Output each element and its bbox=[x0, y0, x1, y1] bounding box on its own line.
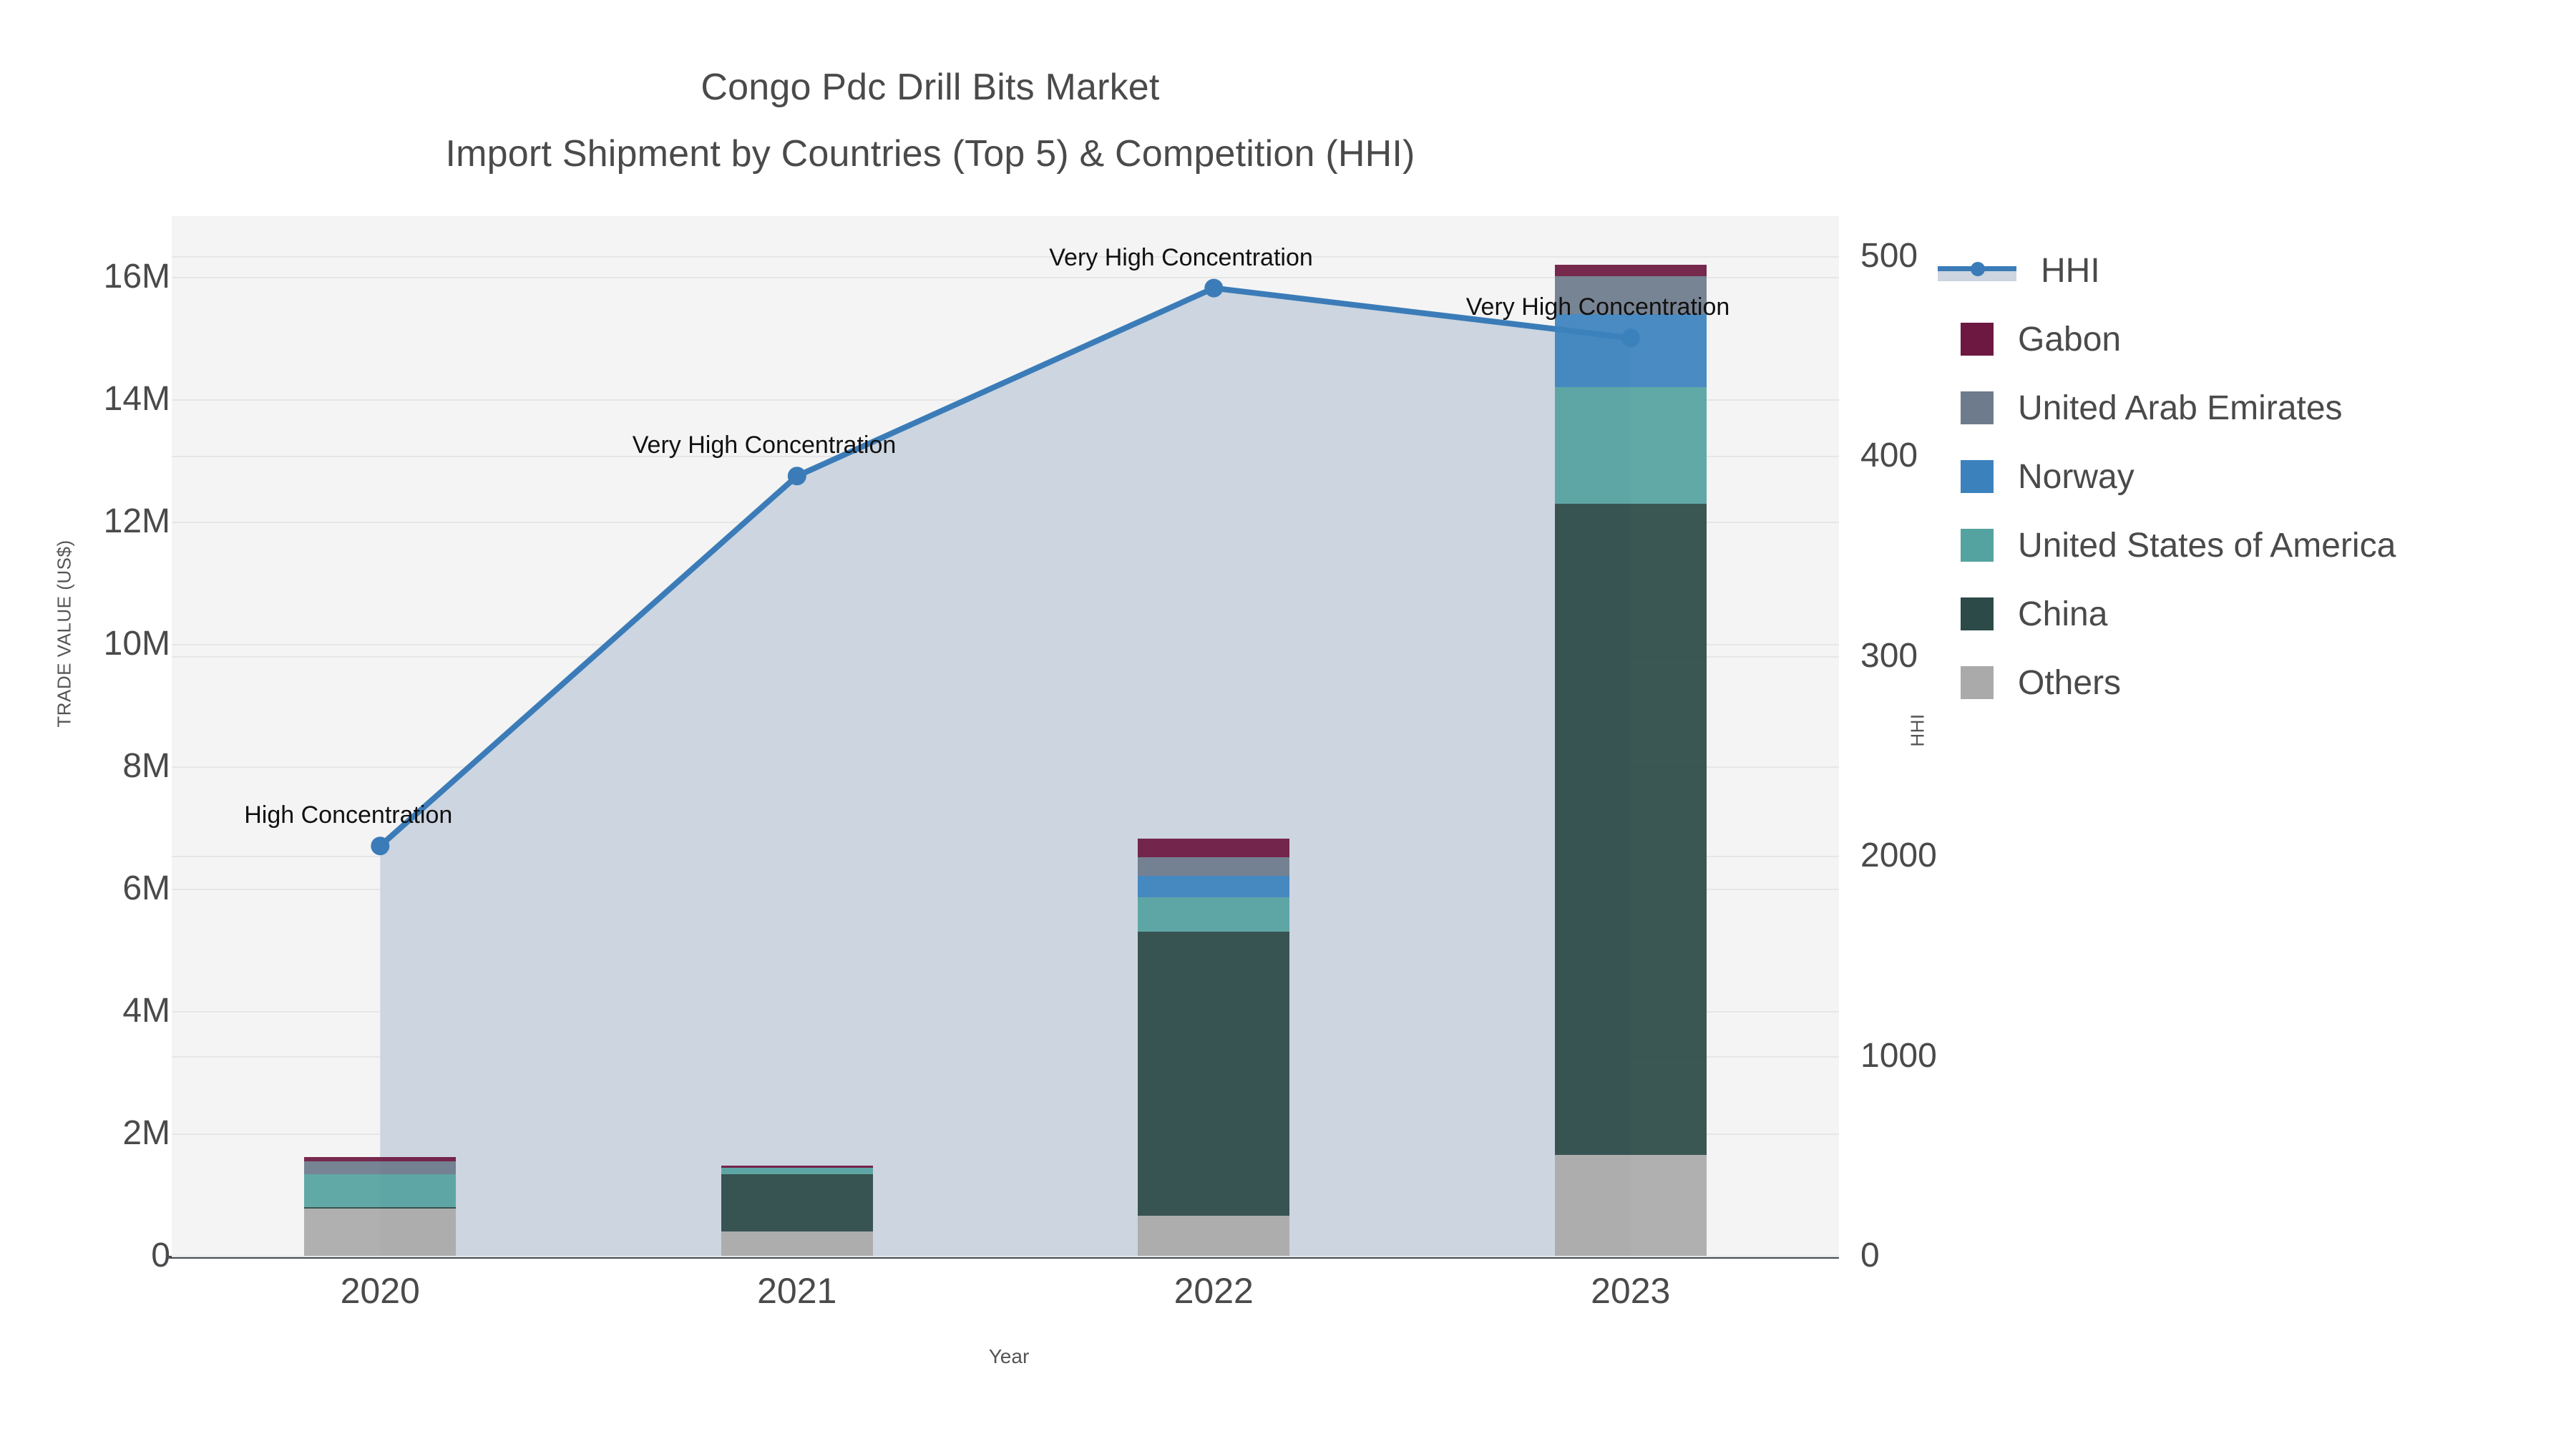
bar-column[interactable] bbox=[1138, 216, 1290, 1256]
bar-segment[interactable] bbox=[721, 1174, 873, 1231]
legend-color-swatch-icon bbox=[1961, 666, 1994, 699]
bar-segment[interactable] bbox=[1554, 1154, 1707, 1256]
legend-color-swatch-icon bbox=[1961, 460, 1994, 493]
y-axis-left-tick-label: 0 bbox=[151, 1236, 170, 1274]
legend-color-swatch-icon bbox=[1961, 529, 1994, 562]
x-axis-tick-label: 2020 bbox=[340, 1271, 420, 1311]
legend-color-swatch-icon bbox=[1961, 597, 1994, 630]
legend-item[interactable]: United States of America bbox=[1961, 511, 2547, 580]
y-axis-left-tick-label: 8M bbox=[122, 747, 170, 786]
legend-item-label: HHI bbox=[2041, 251, 2100, 290]
y-axis-left-label: TRADE VALUE (US$) bbox=[53, 540, 75, 728]
x-axis-tick-label: 2021 bbox=[757, 1271, 837, 1311]
legend-item-label: China bbox=[2018, 595, 2108, 633]
legend-item[interactable]: United Arab Emirates bbox=[1961, 374, 2547, 442]
x-axis-label: Year bbox=[988, 1345, 1030, 1367]
gridline bbox=[172, 255, 1839, 258]
legend-item-label: United Arab Emirates bbox=[2018, 389, 2343, 427]
y-axis-left-tick-label: 4M bbox=[122, 992, 170, 1030]
bar-segment[interactable] bbox=[304, 1161, 457, 1175]
bar-segment[interactable] bbox=[1554, 503, 1707, 1155]
bar-column[interactable] bbox=[304, 216, 457, 1256]
y-axis-left-tick-label: 12M bbox=[103, 502, 170, 541]
legend-item-label: Gabon bbox=[2018, 320, 2122, 358]
y-axis-left-tick-label: 6M bbox=[122, 869, 170, 908]
y-axis-left-tick-label: 10M bbox=[103, 625, 170, 663]
bar-segment[interactable] bbox=[304, 1157, 457, 1162]
hhi-annotation-label: Very High Concentration bbox=[1465, 293, 1730, 321]
legend-item-label: United States of America bbox=[2018, 526, 2396, 565]
legend-item-label: Others bbox=[2018, 663, 2122, 702]
x-axis-tick-label: 2023 bbox=[1591, 1271, 1671, 1311]
bar-segment[interactable] bbox=[721, 1231, 873, 1256]
legend-item[interactable]: Others bbox=[1961, 648, 2547, 717]
hhi-annotation-label: Very High Concentration bbox=[1049, 243, 1313, 271]
hhi-annotation-label: Very High Concentration bbox=[632, 431, 897, 459]
bar-segment[interactable] bbox=[1138, 1216, 1290, 1256]
bar-segment[interactable] bbox=[1554, 313, 1707, 388]
bar-segment[interactable] bbox=[1138, 839, 1290, 857]
x-axis-tick-label: 2022 bbox=[1174, 1271, 1254, 1311]
y-axis-right-tick-label: 300 bbox=[1860, 636, 1918, 675]
bar-segment[interactable] bbox=[1138, 897, 1290, 932]
bar-segment[interactable] bbox=[304, 1174, 457, 1208]
y-axis-left-tick-label: 2M bbox=[122, 1114, 170, 1153]
legend-item[interactable]: Norway bbox=[1961, 442, 2547, 511]
y-axis-right-tick-label: 1000 bbox=[1860, 1036, 1937, 1075]
legend-color-swatch-icon bbox=[1961, 323, 1994, 356]
legend-item[interactable]: Gabon bbox=[1961, 305, 2547, 374]
bar-segment[interactable] bbox=[304, 1209, 457, 1256]
bar-column[interactable] bbox=[721, 216, 873, 1256]
hhi-annotation-label: High Concentration bbox=[244, 801, 453, 829]
legend-color-swatch-icon bbox=[1961, 391, 1994, 424]
chart-subtitle: Import Shipment by Countries (Top 5) & C… bbox=[445, 133, 1415, 175]
gridline bbox=[172, 1256, 1839, 1257]
bar-segment[interactable] bbox=[721, 1167, 873, 1175]
bar-segment[interactable] bbox=[1554, 265, 1707, 276]
legend-item-label: Norway bbox=[2018, 457, 2135, 496]
bar-segment[interactable] bbox=[1554, 275, 1707, 314]
chart-title: Congo Pdc Drill Bits Market bbox=[701, 67, 1160, 108]
y-axis-right-tick-label: 500 bbox=[1860, 236, 1918, 275]
legend-item[interactable]: China bbox=[1961, 580, 2547, 648]
bar-segment[interactable] bbox=[721, 1165, 873, 1168]
y-axis-right-tick-label: 400 bbox=[1860, 436, 1918, 475]
legend-item[interactable]: HHI bbox=[1938, 236, 2547, 305]
bar-segment[interactable] bbox=[304, 1207, 457, 1209]
bar-segment[interactable] bbox=[1138, 876, 1290, 898]
y-axis-right-label: HHI bbox=[1906, 713, 1928, 747]
y-axis-zero-tick bbox=[169, 1256, 180, 1259]
y-axis-right-tick-label: 0 bbox=[1860, 1236, 1880, 1274]
legend[interactable]: HHI Gabon United Arab Emirates Norway United… bbox=[1938, 236, 2547, 717]
y-axis-left-tick-label: 16M bbox=[103, 258, 170, 296]
y-axis-left-tick-label: 14M bbox=[103, 380, 170, 419]
bar-column[interactable] bbox=[1554, 216, 1707, 1256]
bar-segment[interactable] bbox=[1554, 387, 1707, 504]
y-axis-right-tick-label: 2000 bbox=[1860, 836, 1937, 875]
legend-line-swatch-icon bbox=[1938, 254, 2016, 287]
gridline bbox=[172, 277, 1839, 279]
x-axis-line bbox=[172, 1256, 1839, 1259]
bar-segment[interactable] bbox=[1138, 857, 1290, 877]
bar-segment[interactable] bbox=[1138, 932, 1290, 1216]
